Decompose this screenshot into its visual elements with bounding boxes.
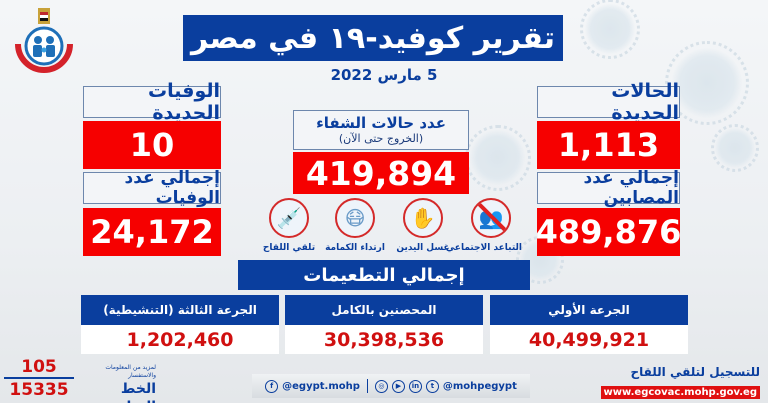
total-deaths-label: إجمالي عدد الوفيات — [83, 168, 221, 208]
facebook-handle[interactable]: @egypt.mohp — [282, 380, 360, 392]
total-cases-label: إجمالي عدد المصابين — [537, 168, 680, 208]
prevention-item: 👥 التباعد الاجتماعي — [445, 198, 522, 253]
other-handle[interactable]: @mohpegypt — [442, 380, 517, 392]
recovered-label: عدد حالات الشفاء — [316, 114, 446, 132]
youtube-icon[interactable]: ▶ — [391, 379, 405, 393]
twitter-icon[interactable]: t — [425, 379, 439, 393]
dose-first: الجرعة الأولي 40,499,921 — [490, 295, 688, 354]
facebook-icon[interactable]: f — [265, 379, 279, 393]
dose-fully-vaccinated: المحصنين بالكامل 30,398,536 — [285, 295, 483, 354]
dose-label: الجرعة الأولي — [490, 295, 688, 325]
face-mask-icon: 😷 — [335, 198, 375, 238]
prevention-item: 💉 تلقي اللقاح — [258, 198, 320, 253]
total-cases-value: 489,876 — [536, 208, 681, 256]
prevention-item: ✋ غسل اليدين — [392, 198, 454, 253]
dose-label: المحصنين بالكامل — [285, 295, 483, 325]
linkedin-icon[interactable]: in — [408, 379, 422, 393]
recovered-value: 419,894 — [293, 152, 469, 194]
hotline-info: لمزيد من المعلومات والاستفسار — [105, 364, 156, 379]
virus-decoration — [464, 124, 531, 191]
vaccinations-title: إجمالي التطعيمات — [238, 260, 530, 290]
prevention-label: التباعد الاجتماعي — [445, 243, 522, 253]
dose-label: الجرعة الثالثة (التنشيطية) — [81, 295, 279, 325]
vaccine-syringe-icon: 💉 — [269, 198, 309, 238]
hand-washing-icon: ✋ — [403, 198, 443, 238]
hotline-numbers: 105 15335 — [4, 358, 74, 402]
new-deaths-value: 10 — [83, 121, 221, 169]
register-label: للتسجيل لتلقي اللقاح — [630, 365, 760, 379]
hotline-text: لمزيد من المعلومات والاستفسار الخط الساخ… — [76, 364, 156, 403]
virus-decoration — [711, 124, 759, 172]
hotline-label: الخط الساخن — [104, 381, 156, 403]
social-distancing-icon: 👥 — [471, 198, 511, 238]
prevention-label: ارتداء الكمامة — [325, 243, 385, 253]
new-cases-label: الحالات الجديدة — [537, 80, 680, 124]
report-date: 5 مارس 2022 — [330, 66, 438, 84]
total-deaths-value: 24,172 — [83, 208, 221, 256]
prevention-label: تلقي اللقاح — [262, 243, 316, 253]
divider — [366, 379, 368, 393]
ministry-of-health-logo — [8, 6, 80, 86]
virus-decoration — [580, 0, 640, 59]
virus-decoration — [665, 41, 749, 125]
instagram-icon[interactable]: ◎ — [374, 379, 388, 393]
dose-booster: الجرعة الثالثة (التنشيطية) 1,202,460 — [81, 295, 279, 354]
prevention-label: غسل اليدين — [396, 243, 450, 253]
new-deaths-label: الوفيات الجديدة — [83, 80, 221, 124]
dose-value: 40,499,921 — [490, 325, 688, 354]
prevention-measures: 👥 التباعد الاجتماعي ✋ غسل اليدين 😷 ارتدا… — [258, 198, 526, 258]
new-cases-value: 1,113 — [537, 121, 680, 169]
hotline-long[interactable]: 15335 — [9, 380, 69, 400]
prevention-item: 😷 ارتداء الكمامة — [324, 198, 386, 253]
social-links: f @egypt.mohp ◎ ▶ in t @mohpegypt — [252, 374, 530, 398]
register-url[interactable]: www.egcovac.mohp.gov.eg — [600, 386, 760, 399]
recovered-sublabel: (الخروج حتى الآن) — [338, 132, 424, 145]
hotline-short[interactable]: 105 — [4, 358, 74, 379]
dose-value: 30,398,536 — [285, 325, 483, 354]
report-title: تقرير كوفيد-١٩ في مصر — [183, 15, 563, 61]
recovered-label-box: عدد حالات الشفاء (الخروج حتى الآن) — [293, 110, 469, 150]
dose-value: 1,202,460 — [81, 325, 279, 354]
vaccine-registration: للتسجيل لتلقي اللقاح www.egcovac.mohp.go… — [600, 364, 760, 399]
